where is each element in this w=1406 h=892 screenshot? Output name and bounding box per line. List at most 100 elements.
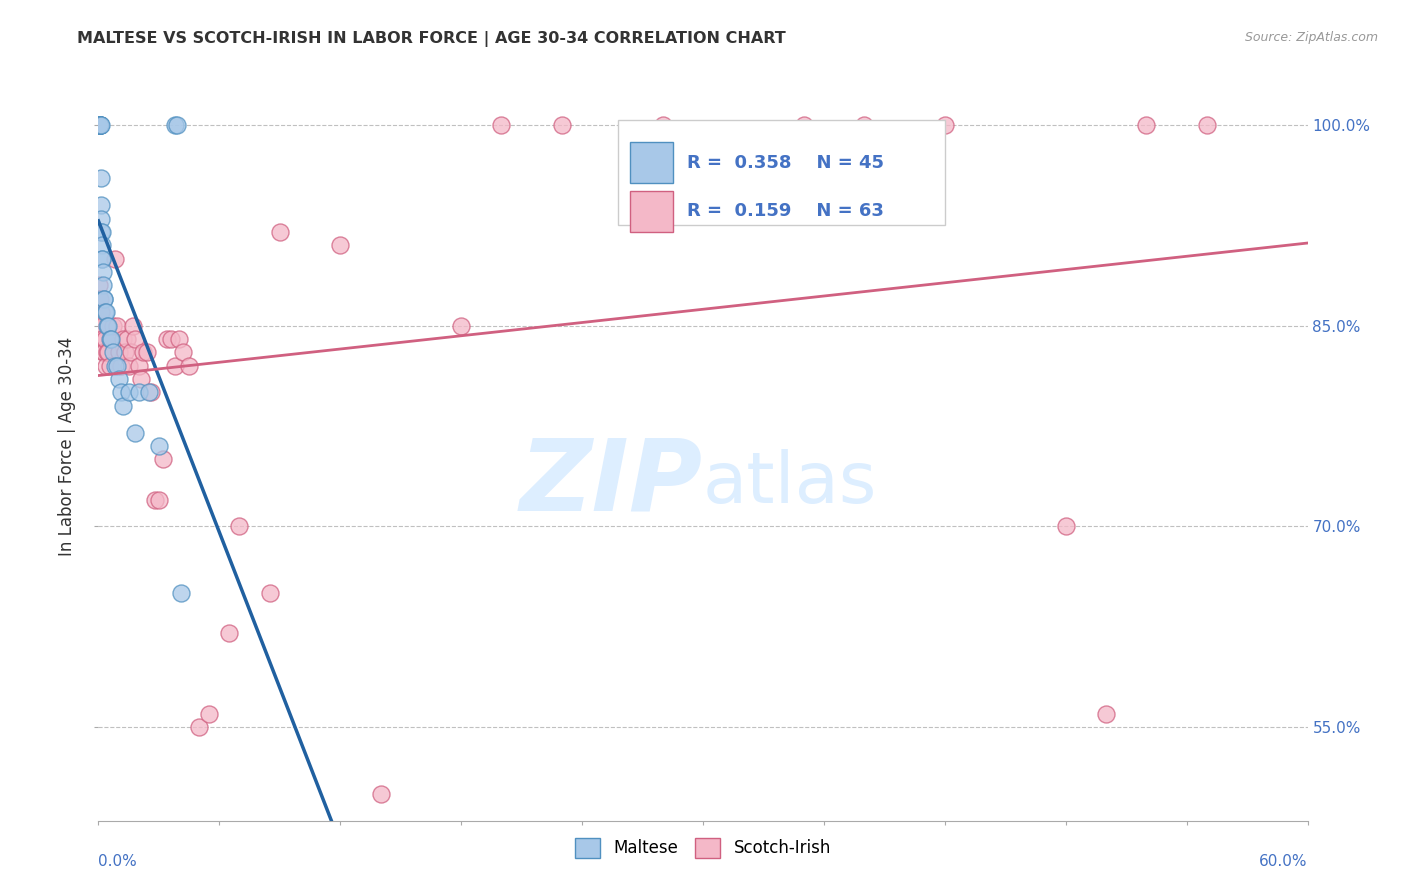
Point [98, 332, 121, 346]
Point [156, 332, 179, 346]
Point [172, 345, 194, 359]
Point [132, 345, 155, 359]
Point [111, 399, 134, 413]
Point [110, 359, 132, 373]
Point [128, 359, 150, 373]
Point [120, 345, 142, 359]
Point [89, 305, 111, 319]
Point [103, 252, 125, 266]
Point [329, 238, 352, 252]
Point [90, 171, 112, 186]
Text: 0.0%: 0.0% [98, 854, 138, 869]
Point [107, 372, 129, 386]
Point [1135, 118, 1157, 132]
Point [87, 278, 110, 293]
Point [90, 238, 112, 252]
Point [167, 332, 190, 346]
Point [107, 345, 129, 359]
Point [139, 385, 162, 400]
FancyBboxPatch shape [619, 120, 945, 225]
Point [269, 225, 291, 239]
Point [90, 305, 112, 319]
Bar [630, 191, 672, 232]
Point [93, 292, 115, 306]
Point [105, 318, 128, 333]
Text: ZIP: ZIP [520, 435, 703, 532]
Point [148, 492, 170, 507]
Point [163, 118, 186, 132]
Point [89, 118, 111, 132]
Point [143, 492, 166, 507]
Point [121, 318, 143, 333]
Point [152, 452, 174, 467]
Point [853, 118, 876, 132]
Point [93, 292, 115, 306]
Point [90, 211, 112, 226]
Point [91, 318, 114, 333]
Point [114, 345, 136, 359]
Point [87, 118, 110, 132]
Point [93, 345, 115, 359]
Legend: Maltese, Scotch-Irish: Maltese, Scotch-Irish [568, 831, 838, 864]
Text: R =  0.159    N = 63: R = 0.159 N = 63 [688, 202, 884, 220]
Point [94, 305, 117, 319]
Point [96, 345, 118, 359]
Point [105, 359, 128, 373]
Point [91, 332, 114, 346]
Text: MALTESE VS SCOTCH-IRISH IN LABOR FORCE | AGE 30-34 CORRELATION CHART: MALTESE VS SCOTCH-IRISH IN LABOR FORCE |… [77, 31, 786, 47]
Point [198, 706, 221, 721]
Point [124, 332, 146, 346]
Text: 60.0%: 60.0% [1260, 854, 1308, 869]
Point [118, 359, 141, 373]
Point [128, 385, 150, 400]
Point [160, 332, 183, 346]
Point [89, 118, 111, 132]
Point [94, 332, 117, 346]
Point [103, 359, 125, 373]
Point [90, 118, 112, 132]
Point [93, 278, 115, 293]
Point [118, 385, 141, 400]
Point [89, 292, 111, 306]
Point [101, 345, 124, 359]
Text: R =  0.358    N = 45: R = 0.358 N = 45 [688, 153, 884, 172]
Point [148, 439, 170, 453]
Point [101, 318, 124, 333]
Point [96, 305, 118, 319]
Point [100, 332, 122, 346]
Point [96, 359, 118, 373]
Point [129, 372, 152, 386]
Point [793, 118, 815, 132]
Point [1054, 519, 1077, 533]
Point [1095, 706, 1118, 721]
Point [651, 118, 673, 132]
Point [166, 118, 188, 132]
Point [90, 198, 112, 212]
Point [87, 118, 110, 132]
Point [89, 118, 111, 132]
Y-axis label: In Labor Force | Age 30-34: In Labor Force | Age 30-34 [58, 336, 76, 556]
Point [89, 292, 111, 306]
Point [138, 385, 160, 400]
Point [89, 118, 111, 132]
Point [89, 318, 111, 333]
Point [450, 318, 472, 333]
Point [218, 626, 240, 640]
Point [98, 359, 121, 373]
Point [228, 519, 250, 533]
Point [551, 118, 574, 132]
Point [110, 385, 132, 400]
Point [170, 586, 193, 600]
Point [96, 318, 118, 333]
Point [491, 118, 513, 132]
Point [370, 787, 392, 801]
Point [89, 118, 111, 132]
Bar [630, 142, 672, 184]
Point [93, 345, 115, 359]
Point [1195, 118, 1218, 132]
Point [135, 345, 157, 359]
Point [100, 332, 122, 346]
Point [89, 118, 111, 132]
Point [259, 586, 281, 600]
Point [90, 332, 112, 346]
